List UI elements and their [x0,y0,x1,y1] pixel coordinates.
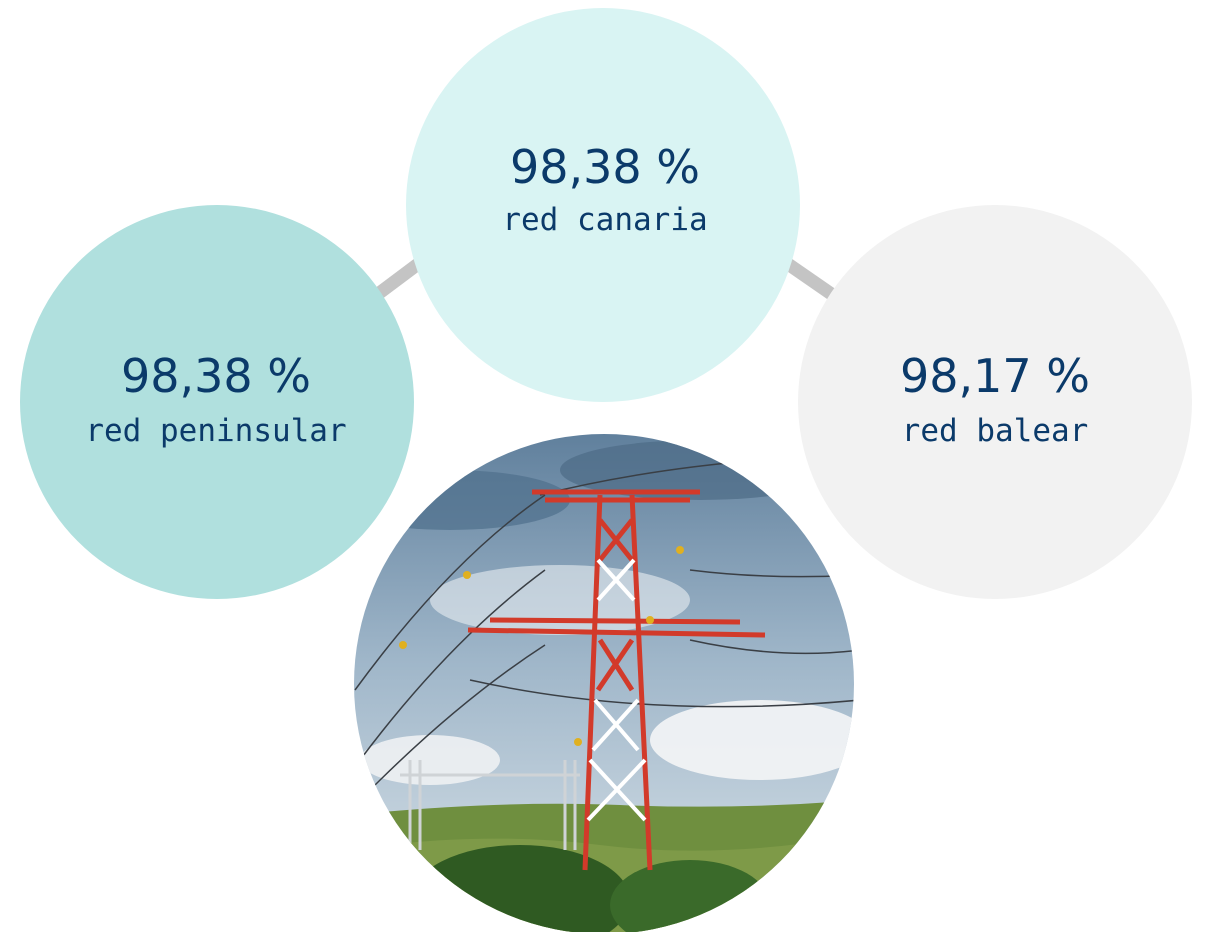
stat-label: red peninsular [85,413,346,449]
stat-circle [20,205,414,599]
stat-value: 98,17 % [900,349,1090,403]
stat-label: red canaria [502,202,707,238]
stat-label: red balear [902,413,1089,449]
stat-value: 98,38 % [510,140,700,194]
stat-circle [406,8,800,402]
stat-value: 98,38 % [121,349,311,403]
photo [354,434,854,932]
stat-circle [798,205,1192,599]
